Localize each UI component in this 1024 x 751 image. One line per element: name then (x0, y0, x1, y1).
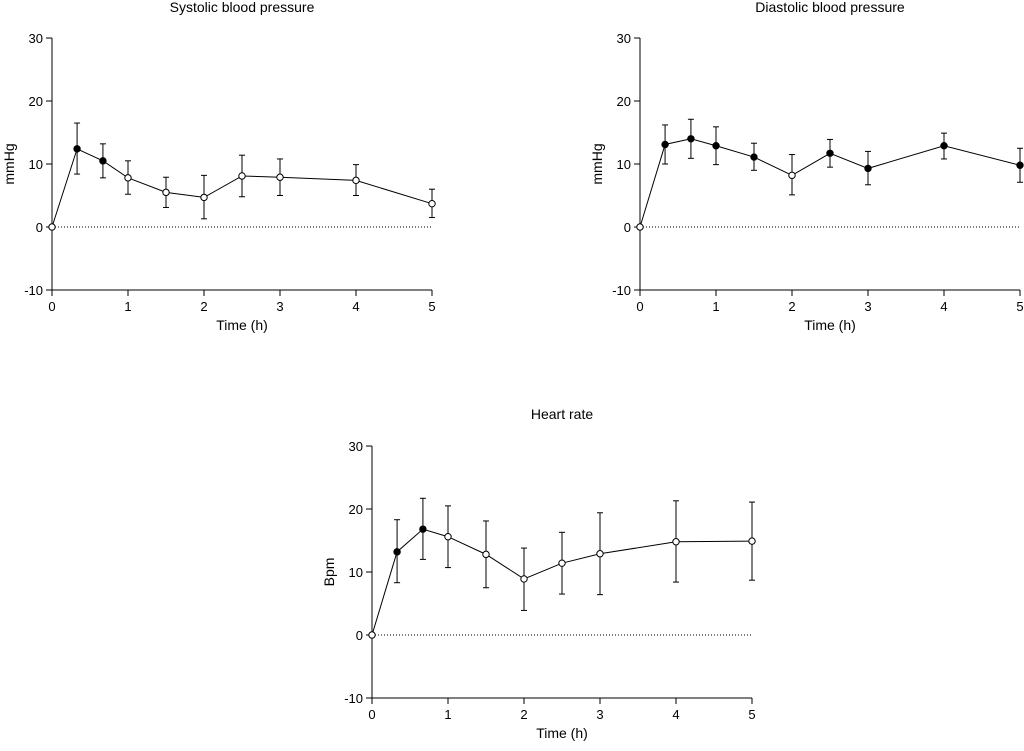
chart3-data-point (482, 550, 490, 559)
chart3-x-tick-label: 0 (368, 707, 375, 722)
chart3-data-point (368, 631, 376, 639)
chart1-data-point (428, 199, 436, 208)
chart2-data-point (940, 142, 948, 150)
chart1-series-line (51, 148, 433, 228)
chart2-x-tick-label: 4 (940, 299, 947, 314)
chart2-y-tick-label: 10 (617, 157, 631, 172)
chart2-x-tick-label: 5 (1016, 299, 1023, 314)
chart1-data-point (352, 176, 360, 185)
chart2-title: Diastolic blood pressure (755, 0, 905, 15)
chart1-x-tick-label: 0 (48, 299, 55, 314)
chart1-data-point (200, 193, 208, 202)
chart2-y-tick-label: 0 (624, 220, 631, 235)
chart3-data-point (748, 537, 756, 545)
chart3-y-tick-label: 20 (349, 502, 363, 517)
chart2-x-tick-label: 2 (788, 299, 795, 314)
chart3-series-line (371, 528, 753, 636)
chart3-y-tick-label: 10 (349, 565, 363, 580)
chart1-x-axis-label: Time (h) (216, 317, 268, 333)
chart2-y-axis-label: mmHg (589, 143, 605, 184)
chart1-y-tick-label: 20 (29, 94, 43, 109)
chart1-data-point (48, 223, 56, 231)
chart2-data-point (1016, 161, 1024, 169)
chart2-data-point (826, 149, 834, 157)
chart1-panel: Systolic blood pressure -10 0 10 20 30 0 1 2 3 4 5 T… (1, 0, 436, 333)
chart1-x-tick-label: 2 (200, 299, 207, 314)
chart3-x-tick-label: 1 (444, 707, 451, 722)
chart1-data-point (238, 172, 246, 180)
chart3-data-point (444, 533, 452, 541)
chart3-data-point (596, 550, 604, 558)
chart1-x-tick-label: 3 (276, 299, 283, 314)
chart2-x-tick-label: 0 (636, 299, 643, 314)
chart1-y-tick-label: -10 (24, 283, 43, 298)
chart3-y-axis-label: Bpm (321, 558, 337, 587)
chart1-data-point (162, 188, 170, 197)
chart3-x-tick-label: 5 (748, 707, 755, 722)
chart1-data-point (99, 157, 107, 165)
chart2-x-tick-label: 3 (864, 299, 871, 314)
chart3-data-point (393, 548, 401, 556)
chart3-data-point (558, 559, 566, 567)
chart1-x-tick-label: 1 (124, 299, 131, 314)
chart3-y-tick-label: -10 (344, 691, 363, 706)
chart3-title: Heart rate (531, 406, 593, 422)
chart1-y-axis-label: mmHg (1, 143, 17, 184)
chart1-x-tick-label: 4 (352, 299, 359, 314)
chart1-data-point (124, 174, 132, 182)
chart2-x-axis-label: Time (h) (804, 317, 856, 333)
chart2-y-tick-label: 30 (617, 31, 631, 46)
chart3-x-tick-label: 2 (520, 707, 527, 722)
chart3-data-point (520, 575, 528, 583)
chart2-panel: Diastolic blood pressure -10 0 10 20 30 0 1 2 3 4 5… (589, 0, 1024, 333)
chart1-y-tick-label: 10 (29, 157, 43, 172)
chart2-data-point (788, 171, 796, 180)
chart2-x-tick-label: 1 (712, 299, 719, 314)
chart2-y-tick-label: -10 (612, 283, 631, 298)
chart1-y-tick-label: 0 (36, 220, 43, 235)
chart3-x-tick-label: 3 (596, 707, 603, 722)
chart2-y-tick-label: 20 (617, 94, 631, 109)
chart1-data-point (73, 145, 81, 153)
chart2-data-point (750, 153, 758, 161)
chart1-data-point (276, 173, 284, 181)
chart3-y-tick-label: 0 (356, 628, 363, 643)
chart3-data-point (672, 538, 680, 546)
chart1-y-tick-label: 30 (29, 31, 43, 46)
chart2-data-point (864, 164, 872, 173)
chart3-data-point (419, 525, 427, 533)
chart2-data-point (687, 135, 695, 143)
chart2-series-line (639, 138, 1021, 228)
chart3-x-tick-label: 4 (672, 707, 679, 722)
chart3-y-tick-label: 30 (349, 439, 363, 454)
chart2-data-point (636, 223, 644, 231)
chart1-title: Systolic blood pressure (170, 0, 315, 15)
chart3-panel: Heart rate -10 0 10 20 30 0 1 2 3 4 5 Time (h) Bpm (321, 406, 756, 741)
chart2-data-point (661, 140, 669, 149)
chart3-x-axis-label: Time (h) (536, 725, 588, 741)
chart2-data-point (712, 142, 720, 150)
chart1-x-tick-label: 5 (428, 299, 435, 314)
